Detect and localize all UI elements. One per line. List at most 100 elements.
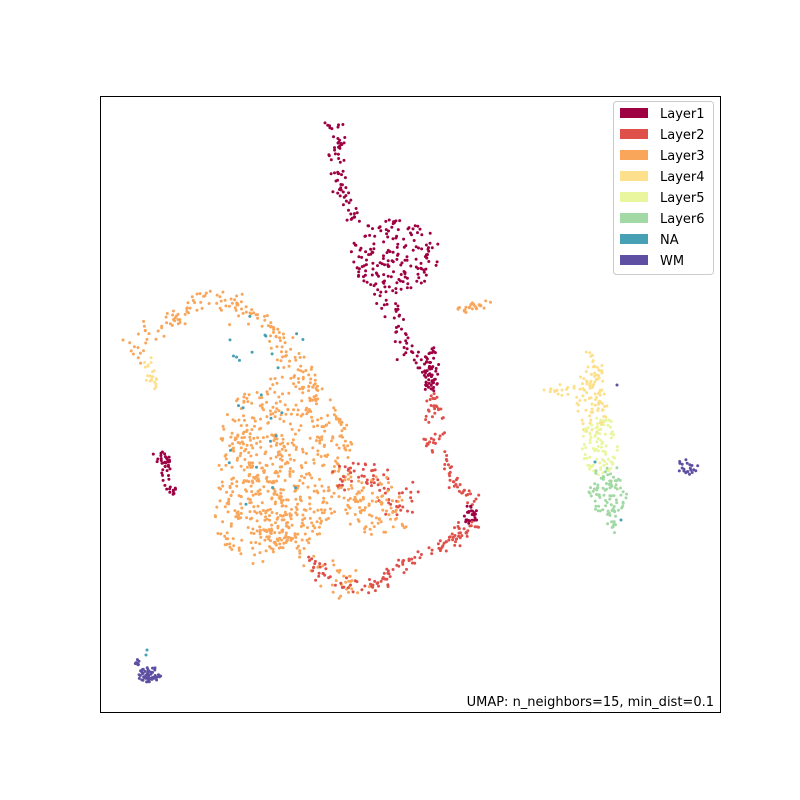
- point-layer2: [363, 584, 367, 588]
- point-layer1: [416, 231, 419, 235]
- point-layer2: [433, 407, 437, 411]
- point-layer3: [244, 310, 248, 314]
- point-wm: [140, 670, 144, 674]
- point-layer3: [263, 318, 267, 322]
- point-wm: [155, 678, 159, 682]
- point-layer3: [252, 436, 256, 440]
- point-layer3: [297, 377, 300, 381]
- point-layer3: [294, 505, 298, 509]
- point-layer3: [142, 324, 146, 328]
- point-layer3: [343, 446, 347, 450]
- point-layer4: [593, 403, 597, 407]
- point-layer1: [371, 227, 374, 231]
- point-na: [264, 334, 268, 338]
- point-layer3: [307, 537, 311, 541]
- point-layer3: [281, 514, 284, 518]
- point-layer3: [266, 392, 270, 396]
- point-layer3: [233, 419, 237, 423]
- point-na: [229, 448, 232, 452]
- point-layer1: [371, 267, 375, 271]
- point-layer1: [427, 378, 431, 382]
- point-layer3: [332, 406, 336, 410]
- point-layer4: [552, 389, 556, 393]
- point-layer3: [251, 464, 255, 468]
- point-layer3: [223, 298, 227, 302]
- point-layer3: [285, 513, 289, 517]
- point-layer3: [358, 491, 361, 495]
- point-layer6: [608, 494, 612, 498]
- point-layer3: [274, 410, 277, 414]
- point-layer3: [275, 479, 279, 483]
- point-layer1: [338, 160, 342, 164]
- point-layer3: [121, 338, 125, 342]
- point-layer3: [236, 510, 240, 514]
- point-wm: [142, 675, 146, 679]
- point-wm: [157, 675, 161, 678]
- point-layer1: [412, 358, 416, 362]
- point-layer6: [613, 486, 617, 489]
- point-layer2: [352, 469, 356, 473]
- point-layer3: [260, 501, 264, 505]
- point-layer2: [439, 407, 443, 411]
- point-layer6: [598, 509, 602, 513]
- point-layer3: [281, 546, 285, 550]
- point-layer1: [342, 158, 346, 162]
- point-layer1: [371, 261, 375, 265]
- point-layer3: [308, 399, 312, 403]
- point-layer3: [244, 430, 248, 433]
- point-layer3: [301, 518, 305, 522]
- point-layer3: [228, 444, 232, 448]
- point-layer6: [611, 507, 615, 511]
- point-layer3: [469, 303, 473, 306]
- point-layer3: [217, 463, 221, 467]
- point-layer3: [285, 498, 289, 502]
- point-layer3: [303, 532, 307, 536]
- point-layer1: [399, 279, 402, 283]
- point-layer3: [289, 457, 292, 461]
- point-layer1: [362, 264, 366, 268]
- point-layer1: [357, 270, 361, 274]
- point-layer2: [349, 583, 352, 587]
- point-layer1: [396, 242, 400, 246]
- point-layer3: [464, 305, 468, 309]
- point-wm: [137, 673, 141, 677]
- point-layer5: [607, 469, 611, 472]
- point-layer3: [353, 513, 357, 516]
- point-layer6: [621, 490, 625, 494]
- point-layer3: [277, 409, 281, 413]
- point-layer3: [247, 474, 251, 478]
- point-layer3: [334, 579, 338, 583]
- point-layer6: [602, 493, 606, 497]
- point-layer3: [288, 474, 292, 478]
- point-layer5: [582, 457, 586, 461]
- point-layer3: [301, 447, 304, 451]
- point-layer3: [269, 321, 273, 325]
- point-layer4: [602, 392, 606, 396]
- point-layer3: [301, 375, 305, 379]
- point-layer3: [265, 479, 269, 483]
- point-layer4: [588, 351, 592, 355]
- point-layer3: [296, 502, 300, 506]
- point-layer3: [255, 479, 259, 483]
- point-layer3: [251, 493, 255, 497]
- point-layer3: [248, 438, 252, 442]
- point-layer3: [256, 504, 260, 508]
- point-layer3: [325, 423, 329, 427]
- point-layer3: [242, 430, 246, 434]
- point-layer3: [237, 513, 241, 517]
- point-layer2: [342, 475, 346, 479]
- point-layer3: [320, 484, 324, 488]
- point-layer3: [282, 336, 286, 340]
- point-wm: [678, 460, 682, 463]
- point-layer1: [344, 194, 348, 198]
- point-layer3: [343, 439, 347, 443]
- point-layer3: [139, 361, 143, 365]
- point-layer2: [395, 563, 399, 567]
- point-layer3: [242, 414, 245, 418]
- point-layer1: [437, 363, 441, 366]
- point-layer1: [409, 264, 413, 268]
- point-layer2: [324, 567, 328, 571]
- point-layer3: [266, 421, 270, 425]
- point-layer1: [402, 346, 406, 349]
- point-layer3: [281, 488, 285, 492]
